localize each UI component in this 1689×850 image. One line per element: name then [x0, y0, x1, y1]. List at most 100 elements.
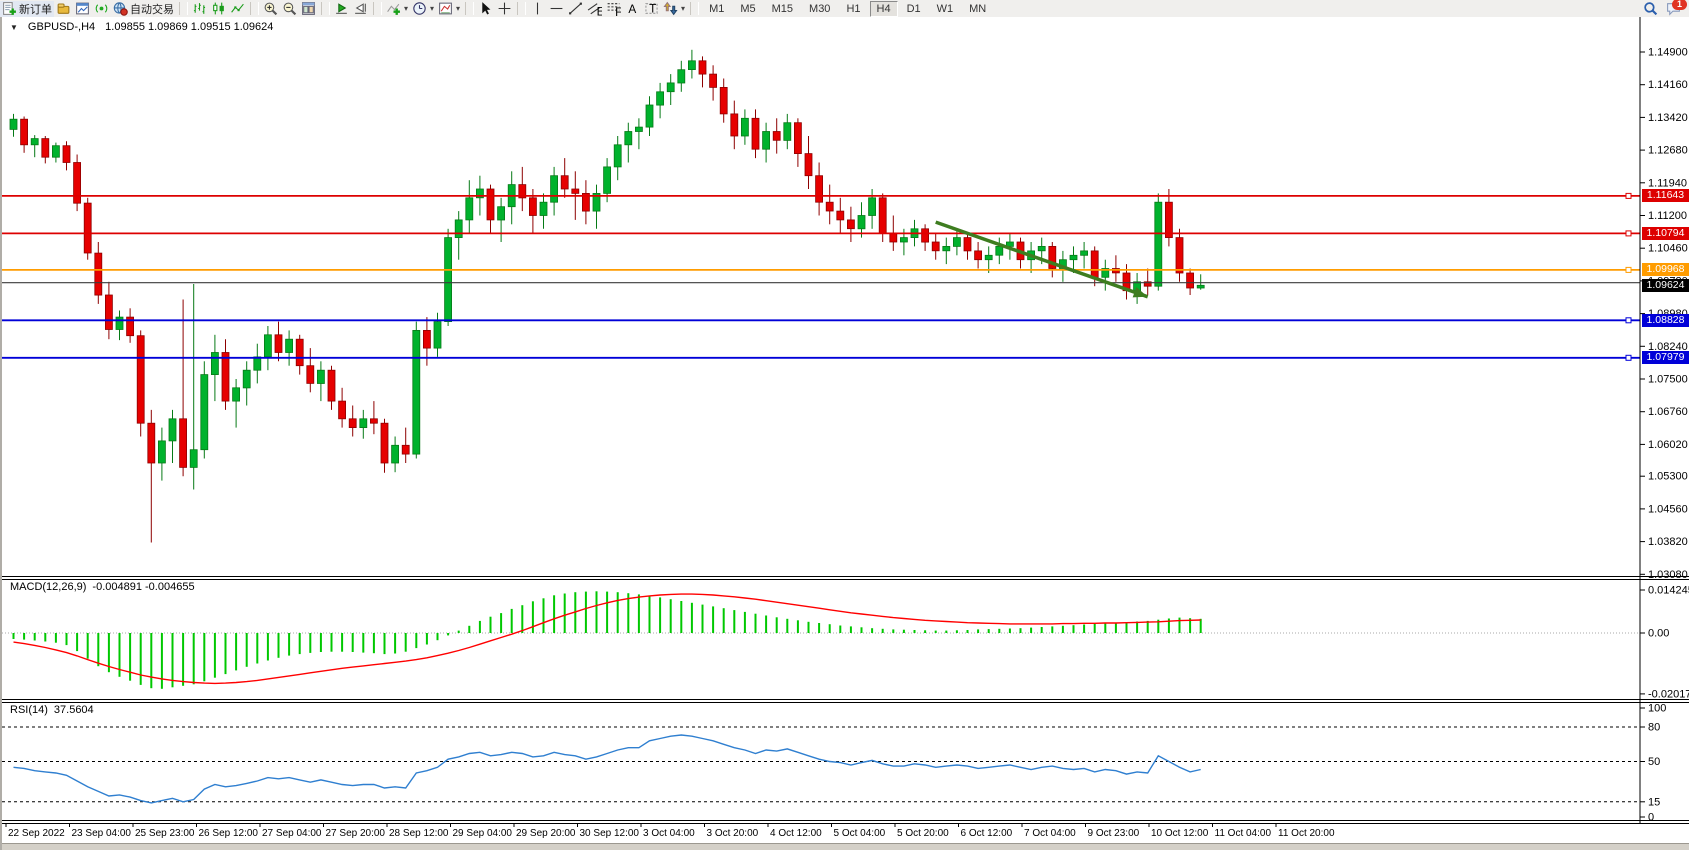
time-tick-label: 29 Sep 20:00: [516, 828, 576, 839]
horizontal-line-icon: [550, 7, 563, 10]
chart-symbol-period: GBPUSD-,H4: [27, 21, 96, 33]
chat-button[interactable]: 1: [1664, 0, 1687, 17]
toolbar-right: 1: [1641, 0, 1689, 17]
timeframe-m5[interactable]: M5: [740, 2, 756, 15]
timeframe-w1[interactable]: W1: [936, 2, 954, 15]
periods-icon: [413, 2, 426, 15]
level-handle[interactable]: [1625, 354, 1632, 361]
templates-button[interactable]: ▾: [436, 1, 462, 17]
svg-text:F: F: [615, 6, 621, 16]
chevron-down-icon[interactable]: ▾: [430, 4, 435, 13]
auto-scroll-icon: [336, 3, 347, 14]
price-tick-label: 1.03820: [1648, 536, 1688, 548]
toolbar-separator: [179, 2, 188, 15]
toolbar-button-label: 自动交易: [130, 3, 174, 16]
level-handle[interactable]: [1625, 192, 1632, 199]
bar-chart-button[interactable]: [190, 1, 209, 17]
time-tick-label: 28 Sep 12:00: [389, 828, 449, 839]
new-order-button[interactable]: 新订单: [0, 0, 54, 17]
level-handle[interactable]: [1625, 230, 1632, 237]
cursor-button[interactable]: [476, 1, 495, 17]
text-button[interactable]: A: [623, 1, 642, 17]
crosshair-button[interactable]: [495, 1, 514, 17]
toolbar-separator: [517, 2, 527, 15]
text-label-button[interactable]: T: [642, 1, 661, 17]
time-tick-label: 30 Sep 12:00: [580, 828, 640, 839]
chart-profiles-icon: [57, 3, 70, 14]
rsi-tick-label: 80: [1648, 722, 1660, 734]
vertical-line-button[interactable]: [528, 1, 547, 17]
rsi-tick-label: 50: [1648, 756, 1660, 768]
equidistant-channel-button[interactable]: E: [585, 1, 604, 17]
signals-button[interactable]: [92, 1, 111, 17]
line-chart-button[interactable]: [228, 1, 247, 17]
macd-signal-line: [13, 593, 1201, 685]
price-tick-label: 1.05300: [1648, 471, 1688, 483]
level-handle[interactable]: [1625, 266, 1632, 273]
zoom-in-button[interactable]: [261, 1, 280, 17]
trendline-button[interactable]: [566, 1, 585, 17]
trend-arrow[interactable]: [935, 220, 1150, 302]
price-tick-label: 1.11200: [1648, 210, 1687, 222]
timeframe-m1[interactable]: M1: [709, 2, 725, 15]
time-tick-label: 3 Oct 20:00: [707, 828, 759, 839]
time-tick-label: 5 Oct 04:00: [834, 828, 886, 839]
price-tick-label: 1.07500: [1648, 374, 1688, 386]
toolbar-separator: [690, 2, 700, 15]
chevron-down-icon[interactable]: ▾: [456, 4, 461, 13]
chart-ohlc-values: 1.09855 1.09869 1.09515 1.09624: [105, 21, 274, 33]
level-handle[interactable]: [1625, 317, 1632, 324]
market-watch-button[interactable]: [73, 1, 92, 17]
chart-canvas[interactable]: 1.14900 1.14160 1.13420 1.12680 1.11940 1.112…: [2, 17, 1689, 850]
crosshair-icon: [498, 2, 511, 15]
templates-icon: [439, 2, 452, 15]
candlestick-chart-button[interactable]: [209, 1, 228, 17]
time-tick-label: 23 Sep 04:00: [72, 828, 132, 839]
search-button[interactable]: [1641, 1, 1660, 17]
timeframe-h4[interactable]: H4: [869, 0, 898, 17]
periods-button[interactable]: ▾: [410, 1, 436, 17]
price-tick-label: 1.06020: [1648, 439, 1688, 451]
timeframe-d1[interactable]: D1: [906, 2, 921, 15]
time-tick-label: 11 Oct 20:00: [1278, 828, 1335, 839]
level-price-badge: 1.11643: [1642, 189, 1689, 203]
auto-trading-icon: [113, 2, 128, 16]
horizontal-line-button[interactable]: [547, 1, 566, 17]
timeframe-m30[interactable]: M30: [809, 2, 831, 15]
toolbar: 新订单 自动交易 ▾ ▾ ▾ E FAT ▾ M1 M5 M15 M30 H1 H4 D1 W1 MN 1: [0, 0, 1689, 18]
indicators-button[interactable]: ▾: [384, 1, 410, 17]
price-tick-label: 1.03080: [1648, 569, 1688, 581]
macd-label: MACD(12,26,9) -0.004891 -0.004655: [10, 581, 195, 593]
time-tick-label: 7 Oct 04:00: [1024, 828, 1076, 839]
timeframe-h1[interactable]: H1: [846, 2, 861, 15]
arrows-icon: [663, 1, 678, 16]
timeframe-m15[interactable]: M15: [771, 2, 794, 15]
rsi-name: RSI(14): [10, 704, 48, 716]
collapse-arrow-icon[interactable]: ▼: [10, 22, 18, 32]
new-order-icon: [3, 2, 16, 15]
macd-tick-label: 0.00: [1648, 628, 1669, 640]
macd-name: MACD(12,26,9): [10, 581, 87, 593]
chart-shift-button[interactable]: [351, 1, 370, 17]
tile-windows-button[interactable]: [299, 1, 318, 17]
zoom-in-icon: [264, 2, 278, 16]
arrows-button[interactable]: ▾: [661, 1, 687, 17]
chart-profiles-button[interactable]: [54, 1, 73, 17]
rsi-tick-label: 15: [1648, 796, 1660, 808]
zoom-out-button[interactable]: [280, 1, 299, 17]
chevron-down-icon[interactable]: ▾: [681, 4, 686, 13]
text-label-icon: T: [645, 2, 658, 15]
toolbar-separator: [250, 2, 259, 15]
rsi-label: RSI(14) 37.5604: [10, 704, 94, 716]
chart-window: 1.14900 1.14160 1.13420 1.12680 1.11940 1.112…: [0, 17, 1689, 850]
fibonacci-button[interactable]: F: [604, 1, 623, 17]
time-tick-label: 4 Oct 12:00: [770, 828, 822, 839]
toolbar-separator: [465, 2, 475, 15]
auto-scroll-button[interactable]: [332, 1, 351, 17]
line-chart-icon: [231, 3, 244, 13]
candles-layer: [9, 49, 1205, 543]
candlestick-chart-icon: [213, 2, 224, 15]
chevron-down-icon[interactable]: ▾: [404, 4, 409, 13]
auto-trading-button[interactable]: 自动交易: [111, 1, 176, 17]
timeframe-mn[interactable]: MN: [969, 2, 987, 15]
